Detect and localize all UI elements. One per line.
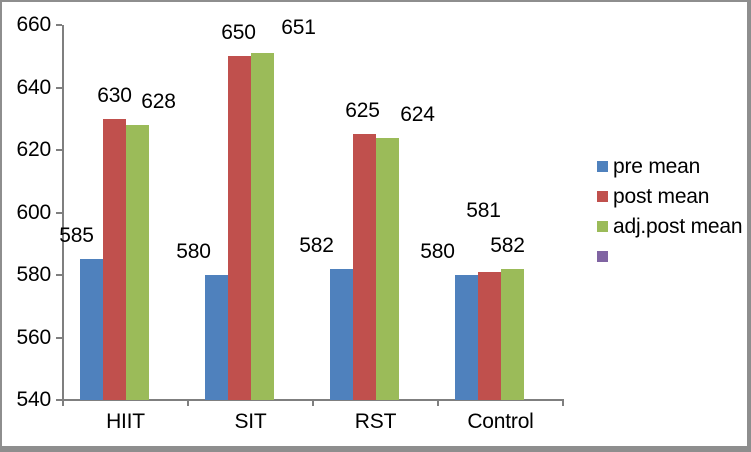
- bar-sit-pre-mean: [205, 275, 228, 400]
- bar-value-label: 630: [97, 83, 132, 107]
- y-axis-tick-label: 640: [16, 75, 52, 99]
- y-axis-tick: [56, 24, 62, 26]
- y-axis-tick-label: 600: [16, 200, 52, 224]
- y-axis-tick-label: 660: [16, 13, 52, 36]
- bar-control-adj-post-mean: [501, 268, 524, 400]
- category-label-control: Control: [467, 410, 534, 433]
- bar-value-label: 650: [221, 21, 256, 45]
- bar-value-label: 582: [490, 233, 525, 257]
- y-axis-tick-label: 560: [16, 325, 52, 349]
- bar-control-pre-mean: [455, 275, 478, 400]
- legend: pre mean post mean adj.post mean: [2, 2, 747, 446]
- bar-sit-adj-post-mean: [251, 53, 274, 400]
- category-label-rst: RST: [354, 410, 397, 433]
- y-axis-tick: [56, 211, 62, 214]
- bar-hiit-post-mean: [103, 118, 126, 400]
- x-axis-tick: [312, 401, 314, 406]
- y-axis-tick-label: 580: [16, 263, 52, 286]
- y-axis-tick: [56, 86, 62, 89]
- bar-value-label: 625: [345, 99, 380, 123]
- bar-value-label: 580: [420, 240, 455, 263]
- legend-swatch-unlabeled-series: [597, 251, 608, 262]
- bar-control-post-mean: [478, 271, 501, 400]
- bar-rst-post-mean: [353, 134, 376, 400]
- bar-value-label: 581: [466, 198, 501, 222]
- x-axis-tick: [562, 401, 564, 406]
- y-axis-tick-label: 540: [16, 388, 52, 411]
- plot-area: 660 640 620 600 580 560 540 585 630 628 HIIT 580 650…: [2, 2, 747, 446]
- y-axis-tick: [56, 399, 62, 401]
- legend-swatch-pre-mean: [597, 161, 608, 172]
- bar-value-label: 651: [281, 16, 316, 40]
- x-axis-tick: [187, 401, 189, 406]
- x-axis-line: [62, 399, 564, 401]
- y-axis-tick: [56, 336, 62, 339]
- bar-value-label: 585: [59, 224, 94, 248]
- y-axis-tick: [56, 149, 62, 151]
- bar-value-label: 582: [299, 233, 334, 257]
- y-axis-tick: [56, 274, 62, 276]
- legend-label: post mean: [613, 185, 710, 208]
- legend-label: pre mean: [613, 155, 701, 178]
- y-axis-tick-label: 620: [16, 138, 52, 161]
- legend-label: adj.post mean: [613, 215, 743, 238]
- bar-value-label: 628: [141, 90, 176, 113]
- category-label-hiit: HIIT: [106, 410, 145, 433]
- bar-value-label: 580: [176, 240, 211, 263]
- y-axis-line: [62, 25, 64, 401]
- bar-rst-adj-post-mean: [376, 137, 399, 400]
- category-label-sit: SIT: [234, 410, 267, 433]
- x-axis-tick: [62, 401, 64, 406]
- bar-value-label: 624: [400, 102, 435, 126]
- bar-sit-post-mean: [228, 56, 251, 400]
- bar-rst-pre-mean: [330, 268, 353, 400]
- legend-swatch-post-mean: [597, 191, 608, 202]
- bar-hiit-adj-post-mean: [126, 125, 149, 400]
- bar-hiit-pre-mean: [80, 259, 103, 400]
- legend-swatch-adj-post-mean: [597, 221, 608, 232]
- x-axis-tick: [437, 401, 439, 406]
